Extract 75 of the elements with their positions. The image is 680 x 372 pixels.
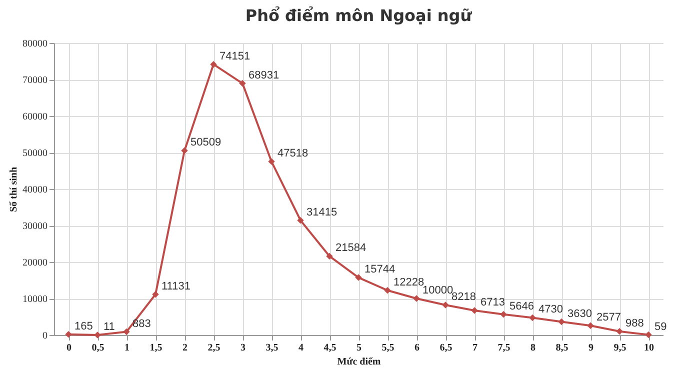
x-tick-label: 3,5 [266,342,278,354]
y-tick-label: 10000 [22,294,48,305]
x-tick-label: 0 [66,342,72,354]
point [384,287,391,294]
y-tick-label: 80000 [22,38,48,50]
point [326,252,333,260]
data-label: 12228 [394,276,424,288]
x-tick-label: 2 [182,342,188,354]
data-label: 6713 [480,296,505,308]
point [355,274,362,281]
point [500,311,507,318]
data-label: 11131 [162,280,190,292]
point [529,314,536,322]
point [210,60,217,68]
x-tick-label: 4 [298,342,304,354]
y-tick-label: 40000 [22,184,48,196]
x-tick-label: 6,5 [440,342,452,354]
y-axis-title: Số thí sinh [8,166,20,212]
point [471,307,478,314]
x-tick-label: 2,5 [208,342,220,354]
x-tick-label: 9 [588,342,594,354]
x-tick-label: 1 [124,342,130,354]
x-tick-label: 7,5 [498,342,510,354]
x-axis-title: Mức điểm [337,356,382,368]
data-label: 883 [132,318,151,330]
data-label: 47518 [278,148,308,160]
data-label: 50509 [190,136,222,149]
y-tick-label: 20000 [22,258,48,268]
data-label: 11 [104,320,115,333]
x-tick-label: 8,5 [556,342,568,354]
data-label: 31415 [306,206,338,218]
x-tick-label: 7 [472,342,478,354]
data-label: 59 [654,320,667,333]
point [181,147,188,154]
x-tick-label: 0,5 [92,342,104,354]
data-label: 4730 [538,304,563,316]
x-tick-label: 8 [530,342,536,354]
x-tick-label: 9,5 [614,342,626,354]
point [442,302,449,308]
y-tick-label: 0 [42,330,48,342]
point [297,216,304,224]
data-label: 10000 [422,284,454,296]
y-tick-label: 50000 [22,148,48,159]
chart-title: Phổ điểm môn Ngoại ngữ [245,6,472,25]
x-tick-label: 10 [644,342,654,354]
data-label: 988 [626,317,644,330]
x-tick-label: 1,5 [150,342,162,354]
point [268,158,275,165]
point [558,318,565,326]
x-tick-label: 6 [414,342,420,354]
x-tick-label: 5,5 [382,342,394,354]
point [587,322,594,329]
point [239,80,246,87]
data-label: 165 [74,320,93,332]
point [123,328,130,336]
data-label: 68931 [248,69,280,82]
x-tick-label: 3 [240,342,246,354]
data-label: 21584 [336,242,366,254]
point [152,291,159,298]
point [65,331,72,338]
data-label: 2577 [596,312,621,324]
point [94,332,101,338]
data-label: 5646 [510,300,534,312]
y-tick-label: 60000 [22,112,48,122]
y-tick-label: 70000 [22,75,48,86]
point [413,295,420,302]
data-label: 74151 [220,50,250,62]
x-tick-label: 4,5 [324,342,336,354]
data-label: 15744 [364,264,396,276]
data-label: 8218 [452,291,476,304]
data-label: 3630 [568,308,592,320]
point [616,328,623,335]
x-tick-label: 5 [356,342,362,354]
y-tick-label: 30000 [22,221,48,232]
point [645,331,652,338]
